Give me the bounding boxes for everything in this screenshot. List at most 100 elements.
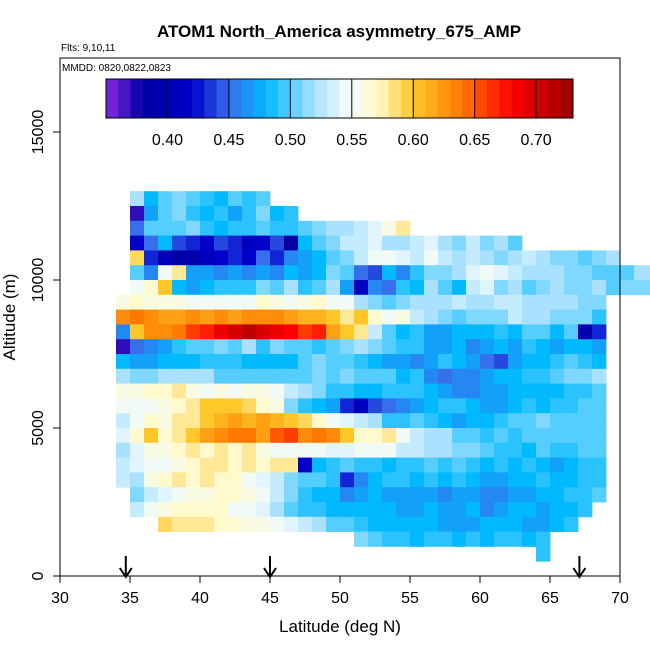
heatmap-cell: [158, 457, 173, 473]
heatmap-cell: [592, 280, 607, 296]
heatmap-cell: [494, 368, 509, 384]
heatmap-cell: [228, 368, 243, 384]
heatmap-cell: [452, 280, 467, 296]
heatmap-cell: [438, 428, 453, 444]
heatmap-cell: [340, 324, 355, 340]
heatmap-cell: [298, 294, 313, 310]
heatmap-cell: [368, 324, 383, 340]
heatmap-cell: [200, 457, 215, 473]
heatmap-cell: [158, 472, 173, 488]
heatmap-cell: [480, 265, 495, 281]
heatmap-cell: [214, 309, 229, 325]
heatmap-cell: [368, 294, 383, 310]
heatmap-cell: [284, 235, 299, 251]
heatmap-cell: [410, 398, 425, 414]
heatmap-cell: [256, 442, 271, 458]
heatmap-cell: [522, 250, 537, 266]
heatmap-cell: [494, 250, 509, 266]
heatmap-cell: [522, 502, 537, 518]
heatmap-cell: [452, 428, 467, 444]
heatmap-cell: [578, 487, 593, 503]
colorbar-segment: [364, 79, 377, 118]
heatmap-cell: [536, 413, 551, 429]
heatmap-cell: [508, 516, 523, 532]
heatmap-cell: [452, 309, 467, 325]
x-tick-label: 45: [261, 590, 279, 607]
y-tick-label: 5000: [30, 410, 47, 446]
heatmap-cell: [410, 502, 425, 518]
heatmap-cell: [340, 250, 355, 266]
heatmap-cell: [312, 368, 327, 384]
heatmap-cell: [382, 220, 397, 236]
heatmap-cell: [438, 309, 453, 325]
heatmap-cell: [312, 309, 327, 325]
heatmap-cell: [550, 265, 565, 281]
heatmap-cell: [116, 428, 131, 444]
heatmap-cell: [480, 235, 495, 251]
heatmap-cell: [592, 383, 607, 399]
heatmap-cell: [116, 324, 131, 340]
heatmap-cell: [214, 487, 229, 503]
heatmap-cell: [200, 442, 215, 458]
heatmap-cell: [368, 531, 383, 547]
heatmap-cell: [312, 294, 327, 310]
heatmap-cell: [256, 235, 271, 251]
heatmap-cell: [396, 487, 411, 503]
heatmap-cell: [298, 428, 313, 444]
x-tick-label: 40: [191, 590, 209, 607]
heatmap-cell: [130, 191, 145, 207]
heatmap-cell: [256, 191, 271, 207]
heatmap-cell: [466, 265, 481, 281]
heatmap-cell: [354, 265, 369, 281]
x-tick-label: 35: [121, 590, 139, 607]
colorbar-segment: [400, 79, 414, 118]
heatmap-cell: [144, 324, 159, 340]
flight-arrow: [118, 556, 133, 579]
heatmap-cell: [452, 398, 467, 414]
heatmap-cell: [116, 472, 131, 488]
heatmap-cell: [298, 280, 313, 296]
heatmap-cell: [116, 457, 131, 473]
heatmap-cell: [508, 472, 523, 488]
heatmap-cell: [256, 280, 271, 296]
heatmap-cell: [172, 502, 187, 518]
heatmap-cell: [424, 250, 439, 266]
heatmap-cell: [340, 502, 355, 518]
heatmap-cell: [270, 398, 285, 414]
heatmap-cell: [130, 354, 145, 370]
heatmap-cell: [200, 516, 215, 532]
heatmap-cell: [228, 472, 243, 488]
heatmap-cell: [452, 487, 467, 503]
heatmap-cell: [326, 220, 341, 236]
heatmap-cell: [242, 309, 257, 325]
heatmap-cell: [270, 354, 285, 370]
heatmap-cell: [144, 220, 159, 236]
heatmap-cell: [382, 428, 397, 444]
heatmap-cell: [396, 383, 411, 399]
heatmap-cell: [438, 324, 453, 340]
heatmap-cell: [354, 280, 369, 296]
heatmap-cell: [592, 413, 607, 429]
heatmap-cell: [354, 235, 369, 251]
heatmap-cell: [186, 442, 201, 458]
heatmap-cell: [424, 235, 439, 251]
heatmap-cell: [158, 442, 173, 458]
heatmap-cell: [382, 324, 397, 340]
heatmap-cell: [172, 472, 187, 488]
heatmap-cell: [592, 324, 607, 340]
heatmap-cell: [564, 280, 579, 296]
heatmap-cell: [564, 368, 579, 384]
heatmap-cell: [158, 235, 173, 251]
heatmap-cell: [410, 324, 425, 340]
heatmap-cell: [438, 354, 453, 370]
heatmap-cell: [382, 487, 397, 503]
heatmap-cell: [480, 383, 495, 399]
heatmap-cell: [144, 398, 159, 414]
heatmap-cell: [354, 294, 369, 310]
heatmap-cell: [172, 309, 187, 325]
heatmap-cell: [214, 265, 229, 281]
heatmap-cell: [116, 413, 131, 429]
heatmap-cell: [130, 383, 145, 399]
heatmap-cell: [466, 487, 481, 503]
heatmap-cell: [144, 472, 159, 488]
